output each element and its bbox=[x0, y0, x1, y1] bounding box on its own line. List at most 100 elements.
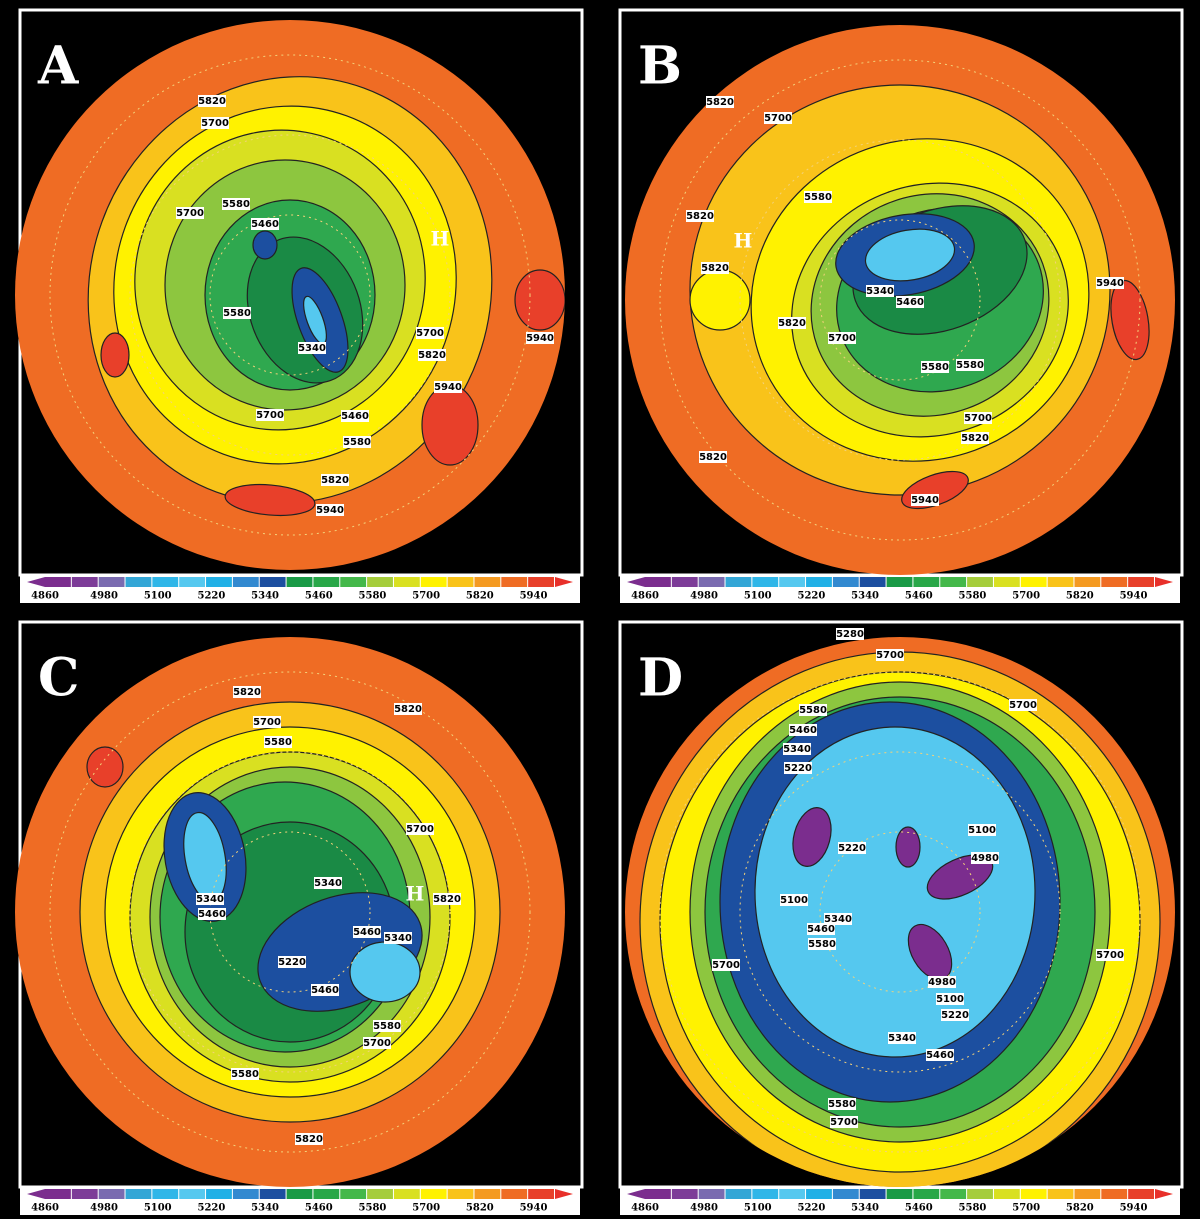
colorbar-cell bbox=[421, 577, 447, 587]
colorbar-label: 5820 bbox=[466, 591, 494, 602]
colorbar-cell bbox=[501, 577, 527, 587]
contour-label: 5340 bbox=[384, 933, 412, 944]
contour-label: 5340 bbox=[298, 343, 326, 354]
colorbar-cell bbox=[474, 1189, 500, 1199]
colorbar-cell bbox=[1074, 1189, 1100, 1199]
colorbar-label: 5700 bbox=[1012, 591, 1040, 602]
contour-label: 5220 bbox=[941, 1010, 969, 1021]
contour-label: 5460 bbox=[311, 985, 339, 996]
colorbar-cell bbox=[1021, 577, 1047, 587]
colorbar-cell bbox=[394, 1189, 420, 1199]
colorbar-cell bbox=[528, 1189, 554, 1199]
colorbar-label: 5340 bbox=[851, 591, 879, 602]
contour-label: 5100 bbox=[968, 825, 996, 836]
colorbar-cell bbox=[474, 577, 500, 587]
contour-label: 5700 bbox=[416, 328, 444, 339]
contour-label: 5700 bbox=[764, 113, 792, 124]
colorbar-cell bbox=[699, 1189, 725, 1199]
contour-label: 5580 bbox=[264, 737, 292, 748]
colorbar-cell bbox=[967, 1189, 993, 1199]
colorbar-cell bbox=[287, 1189, 313, 1199]
contour-label: 5820 bbox=[394, 704, 422, 715]
contour-label: 5700 bbox=[876, 650, 904, 661]
contour-label: 5340 bbox=[196, 894, 224, 905]
colorbar-cell bbox=[126, 577, 152, 587]
colorbar-cell bbox=[860, 1189, 886, 1199]
colorbar-cell bbox=[394, 577, 420, 587]
colorbar-cell bbox=[1101, 577, 1127, 587]
high-marker: H bbox=[431, 227, 450, 251]
colorbar-label: 5460 bbox=[905, 1203, 933, 1214]
contour-label: 5460 bbox=[198, 909, 226, 920]
colorbar-cell bbox=[367, 577, 393, 587]
colorbar-cell bbox=[645, 1189, 671, 1199]
contour-label: 5220 bbox=[784, 763, 812, 774]
contour-label: 5820 bbox=[433, 894, 461, 905]
colorbar-label: 5940 bbox=[520, 591, 548, 602]
colorbar-cell bbox=[1128, 1189, 1154, 1199]
panel-letter: A bbox=[37, 36, 79, 97]
colorbar-cell bbox=[913, 1189, 939, 1199]
contour-label: 5700 bbox=[363, 1038, 391, 1049]
contour-label: 5700 bbox=[712, 960, 740, 971]
colorbar-cell bbox=[152, 1189, 178, 1199]
contour-label: 5820 bbox=[233, 687, 261, 698]
colorbar-label: 5100 bbox=[144, 1203, 172, 1214]
contour-label: 5700 bbox=[201, 118, 229, 129]
contour-label: 5460 bbox=[789, 725, 817, 736]
colorbar-cell bbox=[994, 577, 1020, 587]
contour-label: 5700 bbox=[1096, 950, 1124, 961]
colorbar-cell bbox=[940, 1189, 966, 1199]
colorbar-cell bbox=[528, 577, 554, 587]
colorbar-label: 5460 bbox=[305, 1203, 333, 1214]
contour-label: 5940 bbox=[526, 333, 554, 344]
colorbar-label: 5700 bbox=[412, 1203, 440, 1214]
contour-label: 5820 bbox=[198, 96, 226, 107]
colorbar-label: 4860 bbox=[31, 1203, 59, 1214]
colorbar-cell bbox=[45, 577, 71, 587]
contour-label: 5580 bbox=[828, 1099, 856, 1110]
contour-label: 5220 bbox=[278, 957, 306, 968]
colorbar-label: 5940 bbox=[520, 1203, 548, 1214]
colorbar-cell bbox=[206, 577, 232, 587]
contour-label: 5100 bbox=[936, 994, 964, 1005]
contour-label: 4980 bbox=[928, 977, 956, 988]
colorbar-cell bbox=[206, 1189, 232, 1199]
colorbar-label: 4980 bbox=[90, 591, 118, 602]
colorbar-cell bbox=[1048, 1189, 1074, 1199]
contour-label: 5700 bbox=[256, 410, 284, 421]
colorbar-cell bbox=[752, 1189, 778, 1199]
colorbar-cell bbox=[313, 1189, 339, 1199]
colorbar-cell bbox=[779, 577, 805, 587]
contour-label: 5940 bbox=[316, 505, 344, 516]
contour-label: 5340 bbox=[314, 878, 342, 889]
colorbar-cell bbox=[833, 1189, 859, 1199]
colorbar-cell bbox=[72, 577, 98, 587]
contour-label: 5700 bbox=[1009, 700, 1037, 711]
contour-region bbox=[896, 827, 920, 867]
colorbar-cell bbox=[672, 1189, 698, 1199]
map-field bbox=[640, 652, 1160, 1192]
high-marker: H bbox=[406, 882, 425, 906]
colorbar-cell bbox=[1101, 1189, 1127, 1199]
contour-label: 5820 bbox=[701, 263, 729, 274]
colorbar-label: 5580 bbox=[359, 591, 387, 602]
colorbar-label: 5460 bbox=[305, 591, 333, 602]
contour-label: 5940 bbox=[434, 382, 462, 393]
colorbar-label: 4860 bbox=[631, 591, 659, 602]
contour-label: 5580 bbox=[808, 939, 836, 950]
contour-label: 5940 bbox=[911, 495, 939, 506]
contour-region bbox=[422, 385, 478, 465]
colorbar-cell bbox=[1048, 577, 1074, 587]
contour-label: 5340 bbox=[783, 744, 811, 755]
contour-label: 5460 bbox=[896, 297, 924, 308]
colorbar-cell bbox=[421, 1189, 447, 1199]
contour-label: 5820 bbox=[686, 211, 714, 222]
colorbar-label: 5100 bbox=[144, 591, 172, 602]
contour-label: 5580 bbox=[956, 360, 984, 371]
contour-label: 5700 bbox=[830, 1117, 858, 1128]
panel-letter: C bbox=[38, 648, 79, 709]
colorbar-cell bbox=[287, 577, 313, 587]
contour-region bbox=[87, 747, 123, 787]
contour-label: 5580 bbox=[799, 705, 827, 716]
